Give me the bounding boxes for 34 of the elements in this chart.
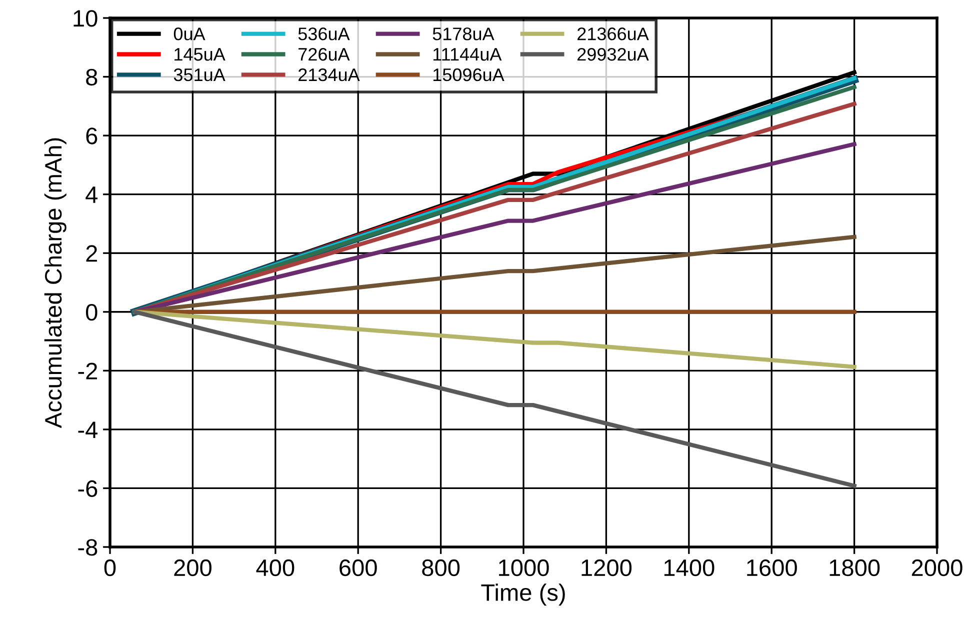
x-tick-label: 1600 bbox=[747, 559, 797, 576]
legend-label: 11144uA bbox=[433, 48, 502, 61]
x-tick-label: 800 bbox=[422, 559, 460, 576]
y-tick-label: 0 bbox=[86, 304, 98, 321]
y-tick-label: 8 bbox=[86, 68, 98, 86]
y-tick-label: 4 bbox=[86, 186, 98, 203]
x-tick-label: 400 bbox=[256, 559, 294, 576]
legend-label: 5178uA bbox=[432, 28, 494, 40]
legend-label: 0uA bbox=[174, 28, 206, 40]
x-tick-label: 1200 bbox=[582, 559, 632, 576]
x-tick-label: 1800 bbox=[830, 559, 880, 576]
y-tick-label: -4 bbox=[78, 422, 98, 438]
x-tick-label: 200 bbox=[174, 559, 212, 576]
x-tick-label: 1000 bbox=[499, 559, 549, 576]
legend-label: 726uA bbox=[298, 48, 350, 61]
legend-label: 21366uA bbox=[578, 28, 649, 40]
legend-label: 2134uA bbox=[298, 68, 360, 82]
y-tick-label: -2 bbox=[78, 362, 98, 380]
x-axis-title: Time (s) bbox=[481, 584, 565, 606]
x-tick-label: 600 bbox=[340, 559, 377, 576]
legend-label: 145uA bbox=[174, 48, 226, 61]
legend-label: 15096uA bbox=[433, 68, 504, 82]
x-tick-label: 2000 bbox=[912, 559, 962, 576]
legend-label: 29932uA bbox=[578, 48, 649, 61]
y-tick-label: -6 bbox=[78, 480, 98, 498]
x-tick-label: 0 bbox=[104, 559, 116, 576]
y-axis-title: Accumulated Charge (mAh) bbox=[44, 138, 66, 428]
x-tick-label: 1400 bbox=[664, 559, 714, 576]
legend-label: 536uA bbox=[298, 28, 350, 40]
legend-label: 351uA bbox=[174, 68, 226, 82]
y-tick-label: 6 bbox=[86, 128, 98, 144]
y-tick-label: 10 bbox=[74, 10, 98, 27]
y-tick-label: 2 bbox=[86, 245, 98, 262]
y-tick-label: -8 bbox=[78, 539, 98, 556]
